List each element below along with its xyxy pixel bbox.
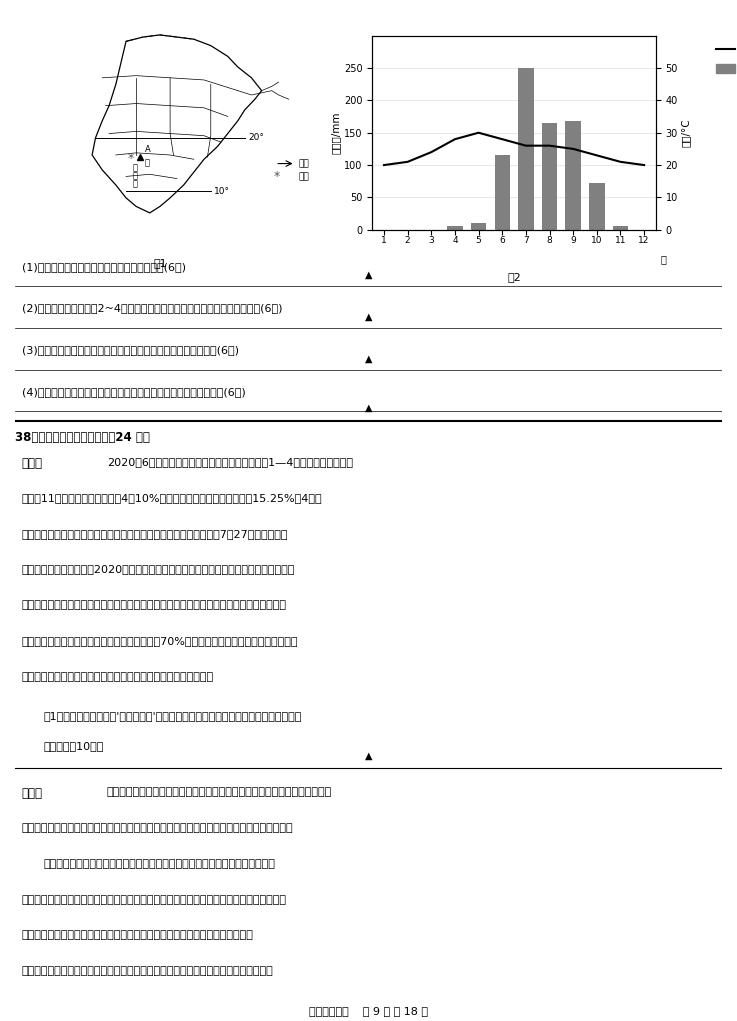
Text: ▲: ▲ <box>365 311 372 322</box>
Text: （1）根据材料一，运用'多变的价格'相关知识说明省发改委负责人对价格上涨原因分析: （1）根据材料一，运用'多变的价格'相关知识说明省发改委负责人对价格上涨原因分析 <box>43 711 301 721</box>
Bar <box>542 124 557 230</box>
Text: ▲: ▲ <box>365 403 372 412</box>
Text: ▲: ▲ <box>365 353 372 363</box>
Bar <box>447 227 463 230</box>
Text: 品从技术到外观，都达到了极致完美，并且多次公开承诺不以淘汰产品当爆品忽悠消费: 品从技术到外观，都达到了极致完美，并且多次公开承诺不以淘汰产品当爆品忽悠消费 <box>22 966 273 976</box>
Text: 德: 德 <box>144 158 150 167</box>
Y-axis label: 降水量/mm: 降水量/mm <box>331 111 341 154</box>
Text: 的依据。（10分）: 的依据。（10分） <box>43 741 103 751</box>
Text: 月: 月 <box>660 254 666 264</box>
Text: 高: 高 <box>133 172 138 181</box>
Text: 10°: 10° <box>214 187 230 196</box>
Text: 地受灾，蔬菜供给减少，价格上涨，带动省内蔬菜价格有所上涨。: 地受灾，蔬菜供给减少，价格上涨，带动省内蔬菜价格有所上涨。 <box>22 672 214 682</box>
Bar <box>612 227 628 230</box>
Text: 河流: 河流 <box>299 159 310 168</box>
Text: 38．阅读材料，回答问题。（24 分）: 38．阅读材料，回答问题。（24 分） <box>15 431 150 444</box>
Text: 2020年6月，河南省蔬菜价格小幅上涨，所监测的1—4个蔬菜品种中，价格: 2020年6月，河南省蔬菜价格小幅上涨，所监测的1—4个蔬菜品种中，价格 <box>107 457 353 467</box>
Text: 格力电器历来重视品牌建设，早就设立了成就格力百年的世界品牌的品牌目标，: 格力电器历来重视品牌建设，早就设立了成就格力百年的世界品牌的品牌目标， <box>43 859 275 869</box>
Text: 意愿下降，导致蔬菜上市量减少。三是全省蔬菜70%左右销往省外，由于山东寿光等蔬菜产: 意愿下降，导致蔬菜上市量减少。三是全省蔬菜70%左右销往省外，由于山东寿光等蔬菜… <box>22 636 298 646</box>
Bar <box>471 224 486 230</box>
Text: (3)指出与美国相比，印度向我国出口鲜食葡萄的市场竞争优势。(6分): (3)指出与美国相比，印度向我国出口鲜食葡萄的市场竞争优势。(6分) <box>22 345 239 355</box>
Bar <box>589 183 604 230</box>
Text: 原: 原 <box>133 179 138 188</box>
Text: 上涨的11个蔬菜品种平均涨幅为4．10%，其中大葱价格涨幅最大，上涨15.25%。4月以: 上涨的11个蔬菜品种平均涨幅为4．10%，其中大葱价格涨幅最大，上涨15.25%… <box>22 493 323 502</box>
Text: 来，西红柿等少数品种价格涨幅有所扩大。对蔬菜价格上涨的原因，7月27日省发改委负: 来，西红柿等少数品种价格涨幅有所扩大。对蔬菜价格上涨的原因，7月27日省发改委负 <box>22 529 288 538</box>
Text: (2)印度的葡萄品价格在2~4月会有所下降。说明印度葡萄价格下降的原因。(6分): (2)印度的葡萄品价格在2~4月会有所下降。说明印度葡萄价格下降的原因。(6分) <box>22 303 282 313</box>
Text: 葡萄: 葡萄 <box>299 172 310 181</box>
Bar <box>565 121 581 230</box>
Text: (4)为了更好地向我国出口鲜食葡萄，分析印度可能会采取的措施。(6分): (4)为了更好地向我国出口鲜食葡萄，分析印度可能会采取的措施。(6分) <box>22 387 245 397</box>
Text: 提高，总体产量减少。二是由于往年价格过低，西红柿、土豆等蔬菜大量滞销，种植户种植: 提高，总体产量减少。二是由于往年价格过低，西红柿、土豆等蔬菜大量滞销，种植户种植 <box>22 600 287 610</box>
Text: ▲: ▲ <box>365 270 372 280</box>
Y-axis label: 气温/°C: 气温/°C <box>681 118 691 147</box>
Text: 责人分析认为，一是由于2020年雨季较长，雨水持续较多，日照不足，种植难度大，成本: 责人分析认为，一是由于2020年雨季较长，雨水持续较多，日照不足，种植难度大，成… <box>22 565 296 574</box>
Text: 在供给侧结构性改革背景下，格力电器加速实现产业转型，将过剩产能转化为: 在供给侧结构性改革背景下，格力电器加速实现产业转型，将过剩产能转化为 <box>107 787 332 797</box>
Text: A: A <box>144 145 150 154</box>
Text: 20°: 20° <box>248 134 264 142</box>
Legend: 气温, 降水量: 气温, 降水量 <box>712 41 737 78</box>
Text: 图1: 图1 <box>153 258 167 268</box>
Bar <box>518 68 534 230</box>
Text: *: * <box>273 169 280 183</box>
Text: *: * <box>128 152 134 164</box>
Text: 材料一: 材料一 <box>22 457 43 470</box>
Text: 可谓内外兼修。从内功上，格力品牌建设以不断推出高质量系列产品为基础，从不费电的中: 可谓内外兼修。从内功上，格力品牌建设以不断推出高质量系列产品为基础，从不费电的中 <box>22 894 287 905</box>
Bar <box>495 155 510 230</box>
Text: (1)分析印度西南部适合葡萄种植的气候条件。(6分): (1)分析印度西南部适合葡萄种植的气候条件。(6分) <box>22 261 186 272</box>
Text: 优质产能，同时重点加快智能化的发展。格力近年来强势崛起成为生产领域人们关注的对象。: 优质产能，同时重点加快智能化的发展。格力近年来强势崛起成为生产领域人们关注的对象… <box>22 823 293 833</box>
Text: 干: 干 <box>133 163 138 172</box>
Text: 高三文科综合    第 9 页 共 18 页: 高三文科综合 第 9 页 共 18 页 <box>309 1006 428 1016</box>
Text: 图2: 图2 <box>507 273 521 283</box>
Text: 央光伏空调，到画时代空调，再到中国人不用到国外买的大松电饭煲，格力的产: 央光伏空调，到画时代空调，再到中国人不用到国外买的大松电饭煲，格力的产 <box>22 930 254 940</box>
Text: 材料二: 材料二 <box>22 787 43 800</box>
Text: ▲: ▲ <box>365 750 372 761</box>
